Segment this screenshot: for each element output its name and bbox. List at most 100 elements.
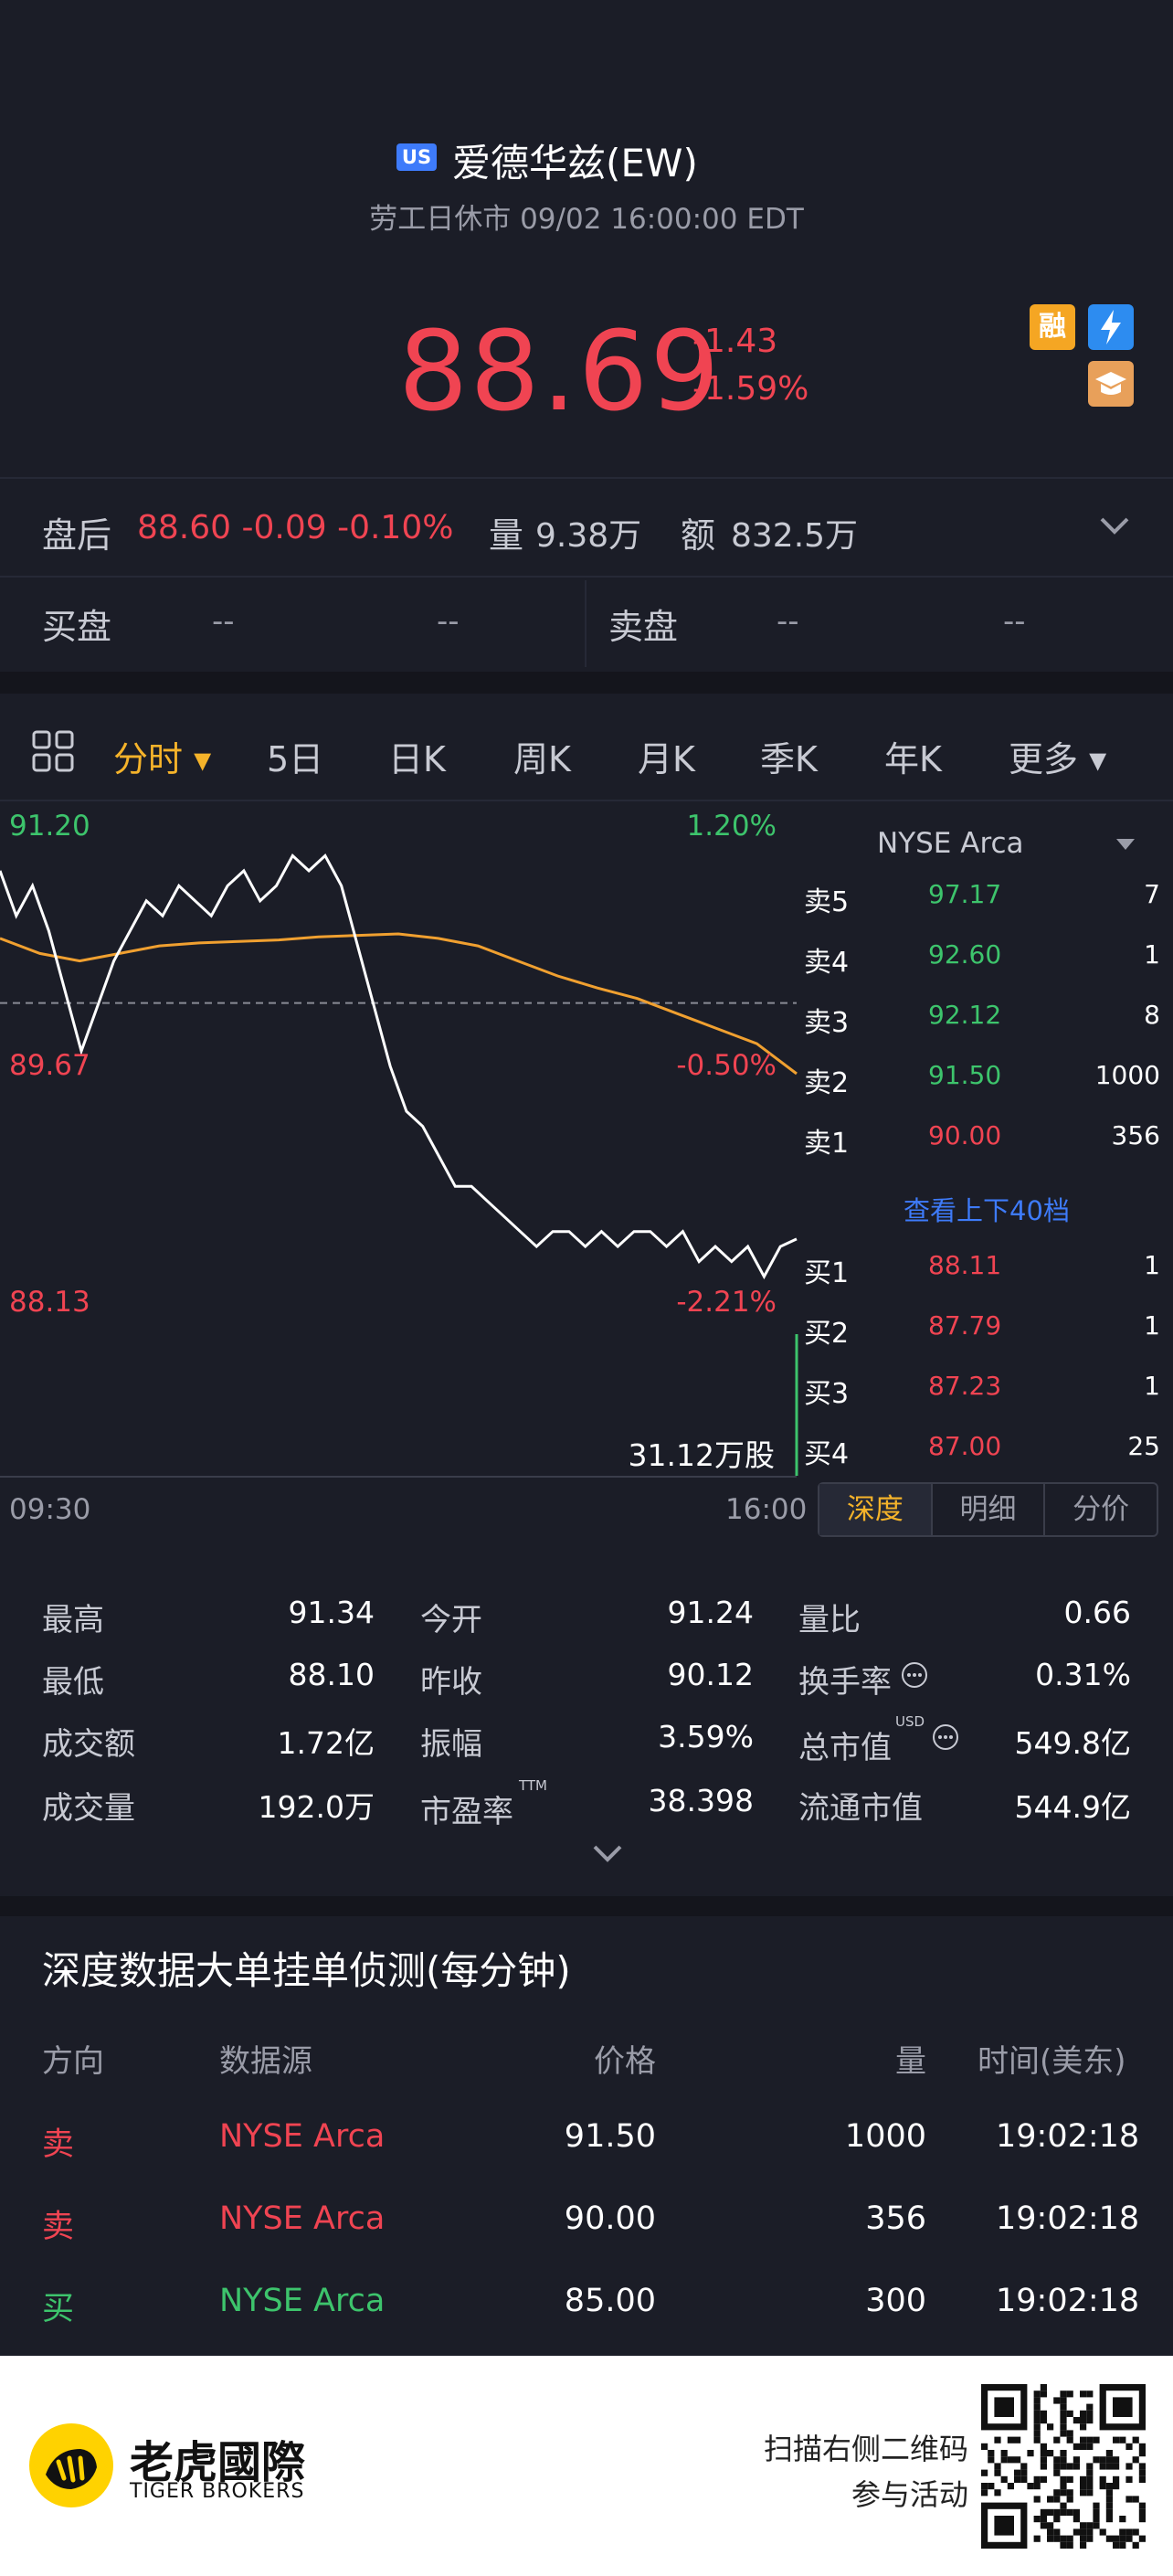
ask-qty: 1000: [1094, 1060, 1160, 1090]
tab-yearly-k[interactable]: 年K: [884, 739, 942, 779]
row-source: NYSE Arca: [219, 2200, 386, 2237]
after-hours-amount: 832.5万: [731, 517, 859, 555]
price-distribution-button[interactable]: 分价: [1073, 1493, 1130, 1526]
change-absolute: -1.43: [692, 323, 778, 360]
price-axis-high: 91.20: [9, 810, 90, 843]
promo-footer: [0, 2356, 1173, 2576]
bid-qty: 1: [1144, 1371, 1160, 1401]
bid-row: 买2 87.79 1: [802, 1310, 1168, 1365]
tab-quarterly-k[interactable]: 季K: [760, 739, 818, 779]
stat-low-label: 最低: [42, 1664, 104, 1701]
tab-monthly-k[interactable]: 月K: [638, 739, 695, 779]
bid-price: --: [212, 603, 235, 640]
stat-float-cap: 544.9亿: [1014, 1789, 1131, 1825]
chart-grid: [0, 1002, 798, 1478]
chevron-down-icon[interactable]: [1096, 512, 1133, 539]
stock-name[interactable]: 爱德华兹(EW): [452, 141, 698, 186]
col-header-source: 数据源: [219, 2043, 312, 2080]
stat-pe-label: 市盈率: [420, 1794, 513, 1830]
ask-price: 92.12: [928, 1000, 1002, 1030]
bid-price: 87.23: [928, 1371, 1002, 1401]
stat-low: 88.10: [288, 1657, 375, 1692]
tab-more[interactable]: 更多 ▾: [1009, 739, 1107, 779]
stat-turnover-label: 换手率: [798, 1664, 892, 1701]
ask-row: 卖2 91.50 1000: [802, 1060, 1168, 1115]
brand-name-en: TIGER BROKERS: [130, 2480, 305, 2503]
bid-row: 买4 87.00 25: [802, 1431, 1168, 1486]
ask-qty: 1: [1144, 939, 1160, 970]
bid-level: 买3: [804, 1378, 850, 1410]
stat-market-cap: 549.8亿: [1014, 1725, 1131, 1761]
margin-icon[interactable]: 融: [1030, 304, 1075, 350]
row-qty: 1000: [844, 2118, 926, 2155]
row-qty: 300: [865, 2283, 926, 2319]
stat-amplitude-label: 振幅: [420, 1726, 482, 1763]
promo-text-line1: 扫描右侧二维码: [763, 2432, 968, 2466]
ask-row: 卖1 90.00 356: [802, 1120, 1168, 1175]
row-source: NYSE Arca: [219, 2283, 386, 2319]
tab-daily-k[interactable]: 日K: [388, 739, 446, 779]
bid-price: 87.79: [928, 1310, 1002, 1341]
bid-qty: 1: [1144, 1310, 1160, 1341]
detail-button[interactable]: 明细: [933, 1484, 1046, 1535]
tab-5-day[interactable]: 5日: [267, 739, 324, 779]
stat-prev-close-label: 昨收: [420, 1664, 482, 1701]
bid-price: 88.11: [928, 1250, 1002, 1280]
flash-icon[interactable]: [1088, 304, 1134, 350]
promo-text-line2: 参与活动: [851, 2477, 968, 2512]
tab-weekly-k[interactable]: 周K: [513, 739, 571, 779]
depth-button[interactable]: 深度: [819, 1484, 933, 1535]
ask-price: 90.00: [928, 1120, 1002, 1150]
intraday-chart[interactable]: 91.20 89.67 88.13 1.20% -0.50% -2.21% 31…: [0, 804, 804, 1480]
divider: [0, 477, 1173, 479]
info-icon[interactable]: [901, 1661, 928, 1689]
ask-price: 92.60: [928, 939, 1002, 970]
large-order-section-title: 深度数据大单挂单侦测(每分钟): [42, 1948, 571, 1993]
after-hours-amount-label: 额: [681, 515, 716, 556]
ttm-superscript: TTM: [519, 1777, 548, 1794]
row-price: 91.50: [564, 2118, 656, 2155]
table-row: 卖 NYSE Arca 91.50 1000 19:02:18: [0, 2111, 1173, 2175]
price-axis-low: 88.13: [9, 1286, 90, 1319]
stat-amplitude: 3.59%: [658, 1719, 754, 1754]
view-40-levels-link[interactable]: 查看上下40档: [904, 1195, 1070, 1226]
qr-code[interactable]: [981, 2384, 1146, 2549]
ask-level: 卖5: [804, 886, 850, 918]
currency-superscript: USD: [895, 1713, 925, 1730]
after-hours-volume: 9.38万: [535, 517, 642, 555]
stat-open-label: 今开: [420, 1602, 482, 1638]
stat-pe: 38.398: [648, 1783, 754, 1818]
price-line: [0, 853, 798, 1280]
expand-stats-chevron-icon[interactable]: [589, 1841, 626, 1865]
education-icon[interactable]: [1088, 361, 1134, 407]
caret-down-icon[interactable]: [1116, 838, 1135, 851]
ask-qty: 7: [1144, 879, 1160, 909]
stat-float-cap-label: 流通市值: [798, 1790, 923, 1827]
info-icon[interactable]: [932, 1723, 959, 1751]
stat-prev-close: 90.12: [667, 1657, 754, 1692]
ask-level: 卖1: [804, 1128, 850, 1160]
row-direction: 买: [42, 2291, 75, 2327]
bid-level: 买2: [804, 1318, 850, 1350]
ask-level: 卖4: [804, 947, 850, 979]
tab-intraday[interactable]: 分时 ▾: [113, 739, 212, 779]
bid-qty: 1: [1144, 1250, 1160, 1280]
brand-name-cn: 老虎國際: [130, 2437, 306, 2488]
col-header-price: 价格: [594, 2043, 656, 2080]
volume-max-label: 31.12万股: [629, 1437, 775, 1473]
row-time: 19:02:18: [996, 2200, 1140, 2237]
market-badge: US: [396, 143, 437, 171]
col-header-qty: 量: [895, 2043, 926, 2080]
ask-qty: 356: [1111, 1120, 1160, 1150]
section-separator: [0, 672, 1173, 694]
bid-level: 买4: [804, 1438, 850, 1470]
order-book-view-toggle: 深度 明细 分价: [818, 1482, 1158, 1537]
grid-icon[interactable]: [31, 729, 75, 773]
stat-turnover: 0.31%: [1035, 1657, 1131, 1692]
exchange-selector[interactable]: NYSE Arca: [877, 827, 1024, 860]
ask-level: 卖3: [804, 1007, 850, 1039]
bid-row: 买3 87.23 1: [802, 1371, 1168, 1426]
table-row: 卖 NYSE Arca 90.00 356 19:02:18: [0, 2193, 1173, 2257]
ask-price: --: [777, 603, 799, 640]
after-hours-label: 盘后: [42, 515, 112, 556]
